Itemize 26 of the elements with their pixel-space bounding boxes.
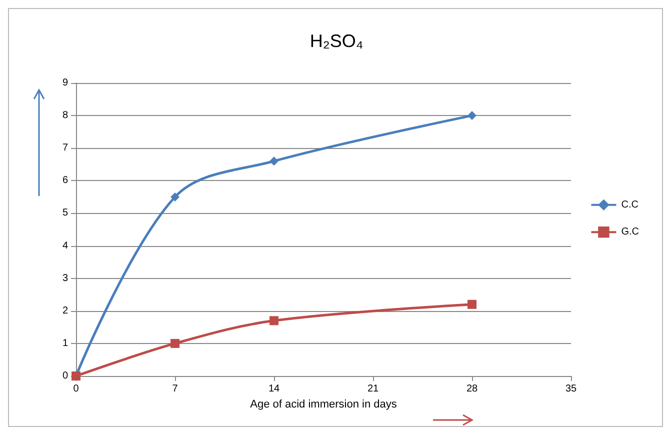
y-tick-label: 2 (62, 305, 68, 316)
legend-label: C.C (621, 199, 638, 210)
y-tick-label: 5 (62, 208, 68, 219)
x-axis-title: Age of acid immersion in days (250, 398, 398, 410)
x-tick-label: 0 (73, 384, 80, 394)
y-tick-label: 9 (62, 78, 68, 88)
legend-label: G.C (621, 226, 640, 238)
y-tick-label: 3 (62, 272, 68, 284)
point (270, 316, 278, 326)
x-tick-label: 28 (466, 384, 478, 394)
x-tick-label: 21 (367, 384, 379, 394)
x-tick-label: 35 (565, 384, 577, 394)
y-tick-label: 6 (62, 175, 68, 186)
y-tick-label: 1 (62, 338, 68, 349)
point (170, 192, 180, 202)
chart-title: H₂SO₄ (310, 31, 364, 51)
x-tick-label: 14 (268, 384, 280, 394)
point (170, 338, 180, 348)
point (468, 300, 476, 309)
y-tick-label: 8 (62, 110, 68, 122)
y-tick-label: 7 (62, 142, 68, 154)
y-tick-label: 0 (62, 370, 68, 382)
point (270, 156, 278, 166)
y-tick-label: 4 (62, 240, 68, 252)
x-tick-label: 7 (172, 384, 178, 394)
point (468, 111, 476, 120)
